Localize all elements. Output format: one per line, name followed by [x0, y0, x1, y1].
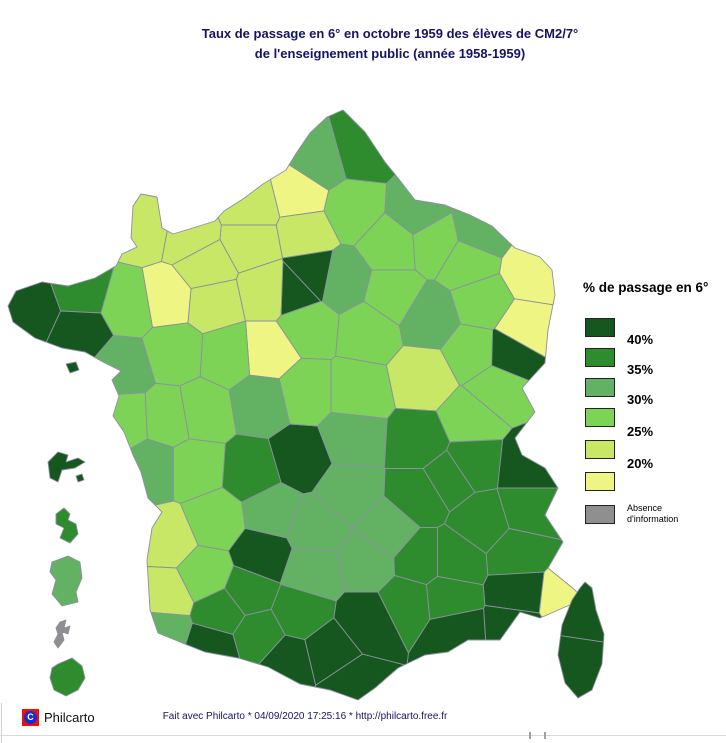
legend-boundary-label: 20%: [627, 456, 654, 471]
inset-reunion: [49, 657, 86, 697]
legend-swatch-class-3: [585, 378, 615, 397]
legend: % de passage en 6° Absence d'information…: [583, 280, 726, 545]
legend-boundary-label: 40%: [627, 332, 654, 347]
department-finistere: [7, 281, 62, 343]
legend-absence-label: Absence d'information: [627, 503, 679, 524]
department-corse-sud: [557, 635, 604, 699]
inset-guyane: [49, 555, 83, 607]
department-nievre: [330, 355, 396, 420]
legend-boundary-label: 25%: [627, 424, 654, 439]
inset-guadeloupe-islet: [75, 473, 85, 483]
department-vendee: [112, 392, 148, 449]
inset-saint-pierre-et-miquelon: [53, 619, 71, 649]
resize-grip-tick[interactable]: [544, 732, 546, 739]
map-title: Taux de passage en 6° en octobre 1959 de…: [120, 24, 660, 64]
department-charente-maritime: [130, 438, 174, 506]
inset-martinique: [55, 507, 79, 544]
department-seine-maritime: [217, 179, 281, 226]
legend-boundary-label: 35%: [627, 362, 654, 377]
legend-swatch-absence: [585, 505, 615, 524]
resize-grip-tick[interactable]: [529, 732, 531, 739]
legend-swatch-class-5: [585, 440, 615, 459]
department-var: [483, 605, 543, 641]
legend-swatch-class-2: [585, 348, 615, 367]
department-basses-pyrenees: [150, 612, 193, 645]
credit-line: Fait avec Philcarto * 04/09/2020 17:25:1…: [162, 711, 448, 722]
department-bouches-du-rhone: [406, 607, 487, 664]
philcarto-logo-icon: C: [22, 709, 39, 726]
map-title-line1: Taux de passage en 6° en octobre 1959 de…: [201, 26, 579, 41]
legend-title: % de passage en 6°: [583, 280, 709, 295]
department-pyrenees-orientales: [314, 653, 406, 701]
legend-swatch-class-1: [585, 318, 615, 337]
island-ile-bretonne: [65, 361, 80, 374]
france-choropleth-map: [7, 109, 605, 701]
philcarto-logo-letter: C: [24, 711, 37, 724]
department-alpes-maritimes: [538, 567, 584, 618]
panel-edge-line: [1, 703, 2, 743]
department-morbihan: [45, 310, 114, 358]
department-bas-rhin: [499, 244, 556, 306]
inset-guadeloupe: [47, 451, 86, 483]
legend-swatch-class-6: [585, 472, 615, 491]
map-title-line2: de l'enseignement public (année 1958-195…: [254, 46, 526, 61]
legend-boundary-label: 30%: [627, 392, 654, 407]
bottom-divider: [0, 735, 726, 736]
department-manche: [117, 193, 168, 269]
legend-swatch-class-4: [585, 408, 615, 427]
brand-name: Philcarto: [44, 710, 95, 725]
